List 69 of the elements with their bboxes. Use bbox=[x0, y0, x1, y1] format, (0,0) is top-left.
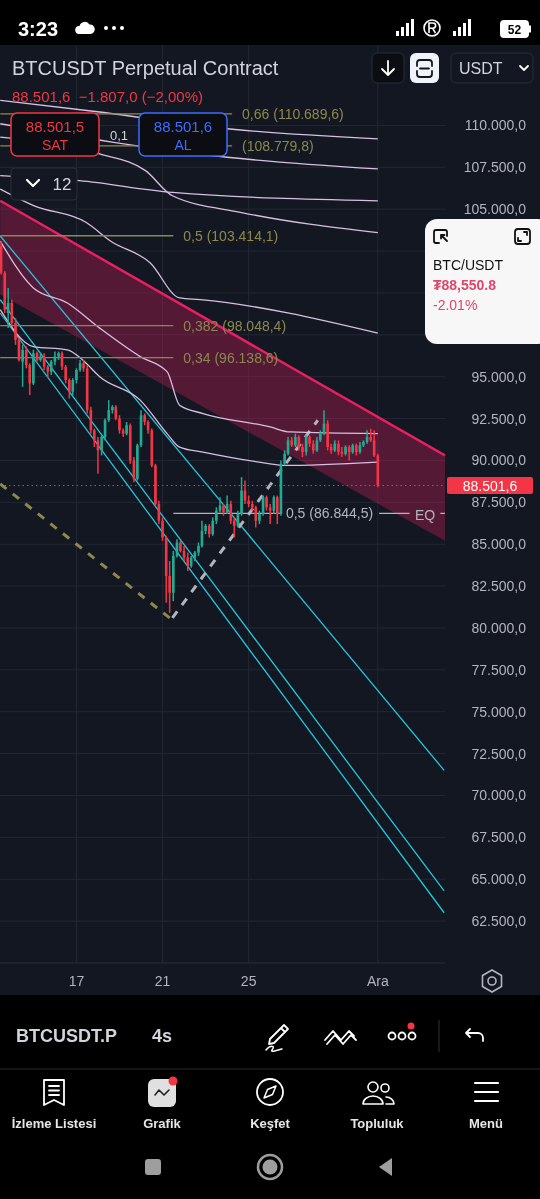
annotation: 12 bbox=[52, 175, 72, 194]
candlestick bbox=[68, 377, 71, 400]
candlestick bbox=[254, 504, 258, 529]
x-tick-label: 21 bbox=[154, 973, 171, 989]
x-tick-label: 25 bbox=[240, 973, 257, 989]
candlestick bbox=[111, 404, 114, 415]
candlestick bbox=[337, 439, 340, 457]
candlestick bbox=[354, 442, 358, 457]
annotation: AL bbox=[174, 137, 192, 153]
text: Grafik bbox=[143, 1116, 182, 1131]
y-tick-label: 75.000,0 bbox=[471, 703, 527, 720]
text: 4s bbox=[152, 1026, 173, 1046]
text: 52 bbox=[507, 22, 522, 37]
text: Menü bbox=[469, 1116, 504, 1131]
y-tick-label: 110.000,0 bbox=[464, 117, 527, 134]
text: 88.501,6 −1.807,0 (−2,00%) bbox=[12, 88, 203, 105]
annotation: EQ bbox=[414, 506, 436, 523]
line-series bbox=[0, 188, 379, 334]
text: BTCUSDT Perpetual Contract bbox=[12, 57, 279, 79]
annotation: BTC/USDT bbox=[433, 257, 504, 273]
x-tick-label: Ara bbox=[366, 973, 389, 989]
candlestick bbox=[21, 344, 24, 388]
candlestick bbox=[39, 352, 42, 363]
text: BTCUSDT.P bbox=[16, 1026, 118, 1046]
text: Topluluk bbox=[350, 1116, 405, 1131]
annotation: -2.01% bbox=[433, 297, 478, 313]
y-tick-label: 72.500,0 bbox=[471, 745, 527, 762]
series-label: (108.779,8) bbox=[242, 137, 314, 154]
annotation: 0,1 bbox=[109, 128, 129, 143]
line-series bbox=[0, 309, 379, 467]
series-label: 0,382 (98.048,4) bbox=[183, 317, 287, 334]
candlestick bbox=[294, 432, 297, 448]
annotation: 88.501,6 bbox=[153, 118, 213, 135]
y-tick-label: 82.500,0 bbox=[471, 578, 527, 595]
y-tick-label: 85.000,0 bbox=[471, 536, 527, 553]
y-tick-label: 70.000,0 bbox=[471, 787, 527, 804]
y-tick-label: 62.500,0 bbox=[471, 913, 527, 930]
annotation: SAT bbox=[41, 137, 69, 153]
text: Keşfet bbox=[250, 1116, 291, 1131]
x-tick-label: 17 bbox=[68, 973, 85, 989]
y-tick-label: 90.000,0 bbox=[471, 452, 527, 469]
candlestick bbox=[32, 349, 35, 386]
annotation: 88.501,5 bbox=[25, 118, 85, 135]
y-tick-label: 67.500,0 bbox=[471, 829, 527, 846]
candlestick bbox=[125, 421, 128, 437]
y-tick-label: 80.000,0 bbox=[471, 619, 527, 636]
y-tick-label: 65.000,0 bbox=[471, 871, 527, 888]
series-label: 0,5 (103.414,1) bbox=[183, 227, 279, 244]
y-tick-label: 77.500,0 bbox=[471, 661, 527, 678]
y-tick-label: 105.000,0 bbox=[463, 201, 527, 218]
candlestick bbox=[344, 444, 347, 457]
y-tick-label: 87.500,0 bbox=[471, 494, 527, 511]
candlestick bbox=[211, 516, 215, 537]
text: USDT bbox=[459, 60, 503, 77]
candlestick bbox=[57, 350, 60, 361]
y-tick-label: 107.500,0 bbox=[463, 159, 527, 176]
y-tick-label: 92.500,0 bbox=[471, 410, 527, 427]
text: 3:23 bbox=[18, 18, 59, 40]
candlestick bbox=[222, 503, 225, 517]
text: İzleme Listesi bbox=[11, 1116, 97, 1131]
candlestick bbox=[326, 419, 329, 452]
series-label: 0,34 (96.138,6) bbox=[183, 349, 279, 366]
annotation: ₮88,550.8 bbox=[433, 277, 497, 293]
ref-line-label: 88.501,6 bbox=[462, 477, 518, 494]
series-label: 0,5 (86.844,5) bbox=[285, 505, 374, 522]
candlestick bbox=[351, 442, 354, 455]
y-tick-label: 95.000,0 bbox=[471, 368, 527, 385]
candlestick bbox=[340, 446, 344, 458]
series-label: 0,66 (110.689,6) bbox=[242, 105, 344, 122]
